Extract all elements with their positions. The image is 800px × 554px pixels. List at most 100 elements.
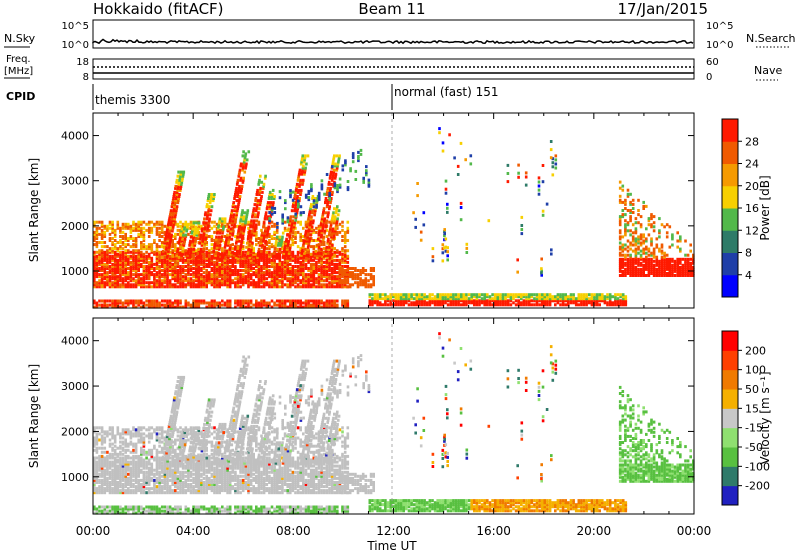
power-cell	[260, 235, 263, 239]
power-cell	[255, 237, 258, 240]
power-cell	[281, 221, 284, 225]
power-cell	[582, 299, 586, 303]
velocity-cell	[100, 446, 104, 450]
power-cell	[234, 193, 237, 196]
power-cell	[234, 188, 238, 192]
power-cell	[275, 279, 279, 283]
power-cell	[535, 301, 539, 305]
power-cell	[351, 275, 355, 279]
power-cell	[132, 273, 135, 277]
power-cell	[509, 303, 513, 307]
power-cell	[134, 271, 138, 275]
power-cell	[331, 243, 334, 247]
power-cell	[121, 222, 125, 226]
power-cell	[289, 303, 292, 307]
power-cell	[100, 273, 104, 277]
power-cell	[129, 262, 133, 266]
power-cell	[257, 262, 261, 266]
power-cell	[150, 267, 154, 270]
power-cell	[328, 283, 331, 287]
velocity-cell	[100, 462, 104, 466]
power-cell	[559, 297, 562, 301]
power-cell	[317, 301, 321, 305]
power-cell	[189, 222, 193, 226]
power-cell	[216, 227, 220, 231]
power-cell	[116, 299, 120, 303]
power-cell	[184, 254, 188, 258]
power-cell	[142, 252, 146, 256]
power-cell	[639, 249, 643, 253]
power-cell	[629, 243, 632, 247]
velocity-cell	[95, 426, 99, 430]
power-cell	[228, 283, 232, 287]
power-cell	[336, 188, 339, 192]
power-cell	[369, 277, 373, 281]
power-cell	[200, 262, 203, 266]
power-cell	[93, 273, 96, 277]
power-cell	[428, 297, 432, 301]
power-cell	[309, 285, 313, 289]
power-cell	[626, 272, 630, 275]
power-cell	[272, 253, 275, 257]
power-cell	[158, 271, 161, 275]
power-cell	[302, 269, 305, 272]
power-cell	[223, 250, 227, 254]
power-cell	[629, 209, 632, 212]
power-cell	[457, 297, 460, 301]
power-cell	[665, 259, 669, 263]
power-cell	[226, 222, 229, 226]
power-cell	[253, 203, 257, 207]
power-cell	[221, 258, 224, 262]
power-cell	[281, 299, 284, 303]
power-cell	[228, 277, 232, 281]
power-cell	[679, 274, 682, 277]
power-cell	[283, 283, 287, 287]
power-cell	[567, 301, 570, 305]
power-cell	[336, 217, 339, 221]
power-cell	[176, 228, 180, 232]
power-cell	[433, 301, 437, 305]
power-cell	[237, 186, 241, 190]
power-cell	[108, 247, 112, 251]
velocity-cell	[103, 489, 107, 493]
velocity-cell	[106, 450, 109, 454]
velocity-cell	[103, 483, 107, 486]
power-cell	[137, 249, 140, 253]
power-cell	[275, 267, 279, 270]
power-cell	[598, 297, 601, 301]
power-cell	[168, 281, 172, 285]
power-cell	[268, 283, 271, 287]
power-cell	[289, 189, 292, 193]
power-cell	[676, 269, 679, 273]
power-cell	[658, 265, 661, 269]
power-cell	[313, 211, 317, 215]
power-cell	[98, 269, 101, 272]
power-cell	[296, 275, 300, 279]
power-cell	[655, 255, 659, 259]
power-cell	[240, 184, 244, 188]
power-cell	[223, 235, 227, 238]
power-cell	[240, 241, 243, 245]
power-cell	[95, 243, 99, 247]
power-cell	[95, 235, 99, 238]
power-cell	[248, 243, 251, 247]
power-cell	[326, 188, 329, 192]
power-cell	[155, 252, 159, 256]
power-cell	[234, 273, 237, 277]
power-cell	[294, 218, 297, 222]
power-cell	[259, 197, 263, 200]
power-cell	[172, 223, 175, 227]
power-cell	[243, 253, 247, 257]
power-cell	[213, 262, 216, 266]
power-cell	[446, 202, 449, 206]
power-cell	[189, 235, 193, 239]
power-cell	[449, 299, 453, 303]
velocity-cell	[113, 476, 117, 480]
power-cell	[580, 301, 583, 305]
power-cell	[504, 297, 507, 301]
power-cell	[230, 237, 234, 241]
power-cell	[184, 301, 188, 305]
power-cell	[302, 283, 305, 287]
power-cell	[504, 293, 507, 297]
power-cell	[367, 285, 370, 289]
